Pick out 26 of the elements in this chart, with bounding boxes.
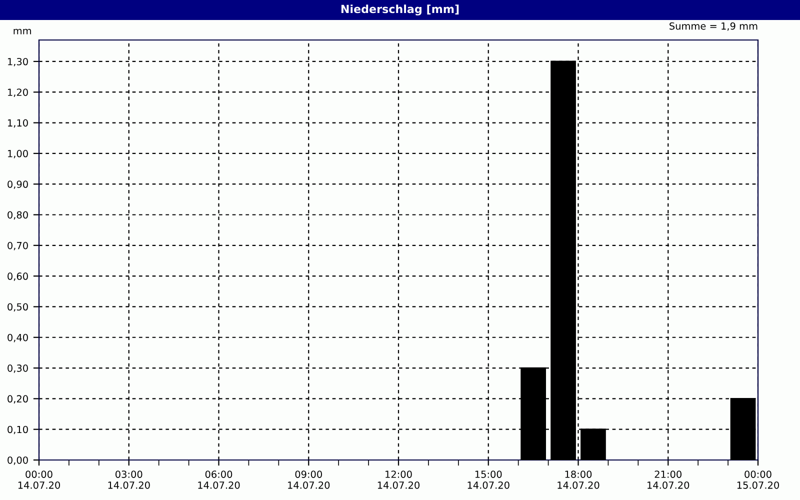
y-tick-label: 0,70 [8, 242, 28, 250]
y-tick-label: 0,50 [8, 303, 28, 312]
x-tick-label: 12:00 14.07.20 [378, 470, 420, 489]
y-tick-label: 0,10 [8, 426, 28, 434]
x-tick-label: 15:00 14.07.20 [468, 470, 510, 489]
x-tick-label: 09:00 14.07.20 [288, 470, 330, 489]
x-tick-label: 21:00 14.07.20 [648, 470, 690, 489]
y-tick-label: 0,90 [8, 180, 28, 189]
y-axis-title: mm [14, 28, 31, 34]
x-tick-label: 18:00 14.07.20 [558, 470, 600, 489]
y-tick-label: 0,40 [8, 334, 28, 342]
y-tick-label: 0,30 [8, 364, 28, 373]
y-tick-label: 0,80 [8, 211, 28, 220]
y-tick-label: 1,30 [8, 58, 28, 66]
y-tick-label: 0,60 [8, 272, 28, 281]
y-tick-label: 1,20 [8, 88, 28, 97]
text: Summe = 1,9 mm [670, 22, 758, 31]
y-tick-label: 0,20 [8, 395, 28, 404]
x-tick-label: 03:00 14.07.20 [108, 470, 150, 489]
chart-title: Niederschlag [mm] [341, 4, 459, 16]
y-tick-label: 0,00 [8, 456, 28, 465]
x-tick-label: 06:00 14.07.20 [198, 470, 240, 489]
x-tick-label: 00:00 14.07.20 [18, 470, 60, 489]
y-tick-label: 1,00 [8, 150, 28, 158]
x-tick-label: 00:00 15.07.20 [737, 470, 779, 489]
y-tick-label: 1,10 [8, 119, 28, 128]
